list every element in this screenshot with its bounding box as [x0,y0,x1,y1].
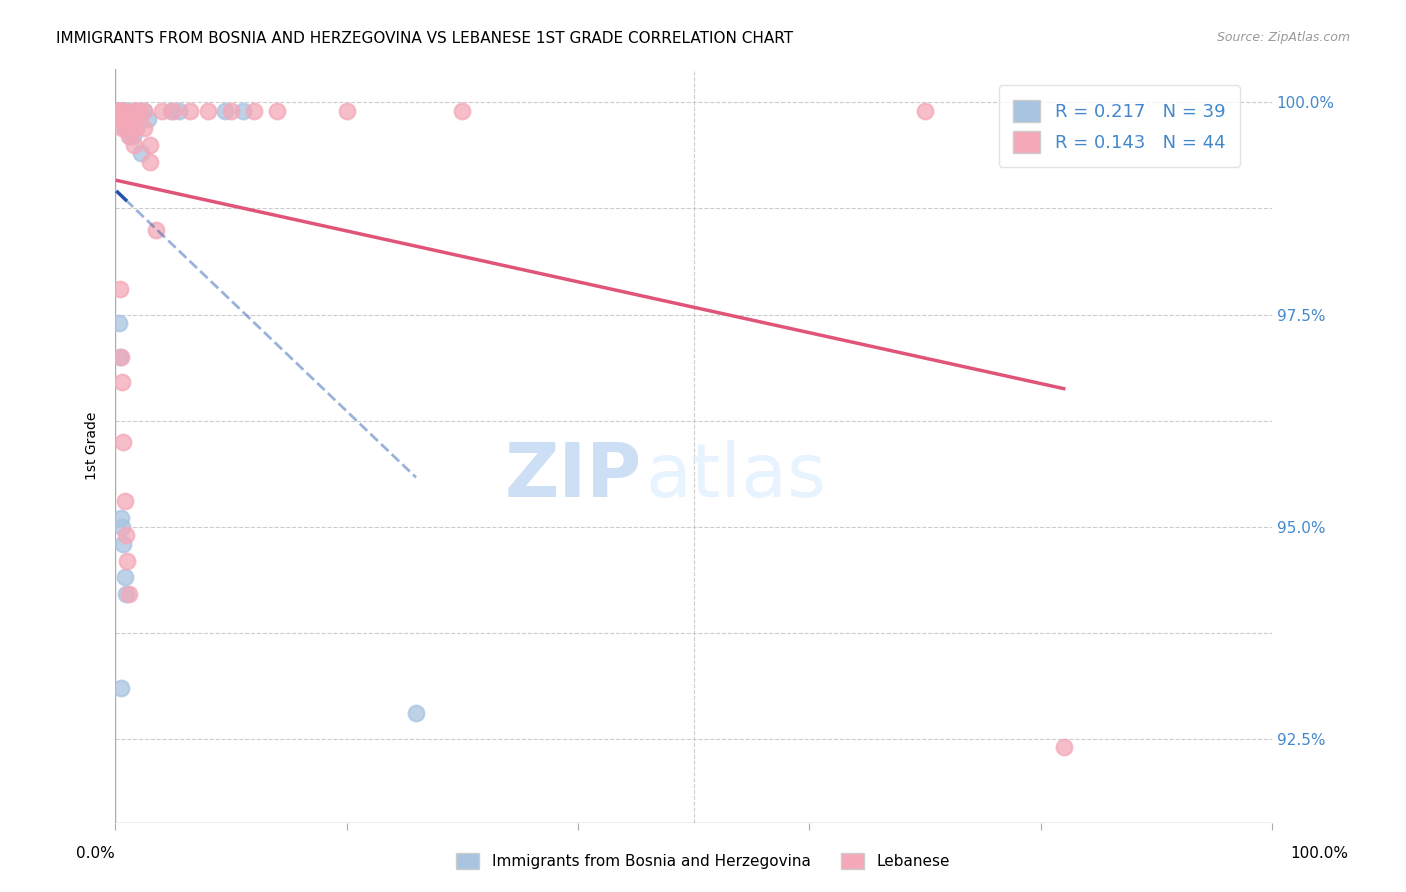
Point [243,103,266,118]
Point [107,103,129,118]
Point [110,681,132,695]
Point [121,112,143,127]
Point [134,103,156,118]
Legend: Immigrants from Bosnia and Herzegovina, Lebanese: Immigrants from Bosnia and Herzegovina, … [450,847,956,875]
Point [231,103,253,118]
Point [127,103,149,118]
Point [108,112,131,127]
Point [115,553,138,567]
Point [112,103,135,118]
Point [108,103,131,118]
Point [136,112,159,127]
Text: atlas: atlas [645,440,825,513]
Point [110,103,132,118]
Point [159,103,181,118]
Point [167,103,190,118]
Point [108,350,131,364]
Point [112,103,135,118]
Point [162,103,184,118]
Point [1053,740,1076,755]
Legend: R = 0.217   N = 39, R = 0.143   N = 44: R = 0.217 N = 39, R = 0.143 N = 44 [998,85,1240,167]
Point [134,120,156,135]
Point [115,112,138,127]
Point [111,519,134,533]
Point [114,120,136,135]
Point [112,434,135,449]
Point [139,154,162,169]
Point [110,112,132,127]
Point [108,282,131,296]
Y-axis label: 1st Grade: 1st Grade [86,412,100,480]
Point [118,587,141,601]
Point [114,112,136,127]
Point [114,120,136,135]
Point [266,103,288,118]
Point [121,129,143,144]
Point [122,103,145,118]
Point [114,103,136,118]
Point [111,120,134,135]
Point [179,103,201,118]
Point [405,706,427,721]
Point [110,103,132,118]
Point [114,587,136,601]
Point [110,350,132,364]
Point [117,112,139,127]
Text: ZIP: ZIP [505,440,641,513]
Point [336,103,359,118]
Point [111,376,134,390]
Point [118,129,141,144]
Point [114,112,136,127]
Point [111,103,134,118]
Point [107,103,129,118]
Point [219,103,242,118]
Point [145,223,167,237]
Point [125,120,148,135]
Point [114,570,136,584]
Text: 100.0%: 100.0% [1289,847,1348,861]
Text: Source: ZipAtlas.com: Source: ZipAtlas.com [1216,31,1350,45]
Point [111,112,134,127]
Point [914,103,936,118]
Point [118,120,141,135]
Point [117,120,139,135]
Point [122,137,145,152]
Point [107,103,129,118]
Point [111,112,134,127]
Point [139,137,162,152]
Point [127,103,149,118]
Point [114,494,136,508]
Point [107,103,129,118]
Point [134,103,156,118]
Point [112,536,135,550]
Text: IMMIGRANTS FROM BOSNIA AND HERZEGOVINA VS LEBANESE 1ST GRADE CORRELATION CHART: IMMIGRANTS FROM BOSNIA AND HERZEGOVINA V… [56,31,793,46]
Point [110,511,132,525]
Point [107,103,129,118]
Point [214,103,236,118]
Point [120,129,142,144]
Point [125,120,148,135]
Point [127,103,149,118]
Point [112,112,135,127]
Point [150,103,173,118]
Point [115,120,138,135]
Point [107,316,129,330]
Point [115,120,138,135]
Point [114,103,136,118]
Point [114,528,136,542]
Point [129,146,152,161]
Point [110,103,132,118]
Text: 0.0%: 0.0% [76,847,115,861]
Point [197,103,219,118]
Point [121,103,143,118]
Point [107,112,129,127]
Point [451,103,474,118]
